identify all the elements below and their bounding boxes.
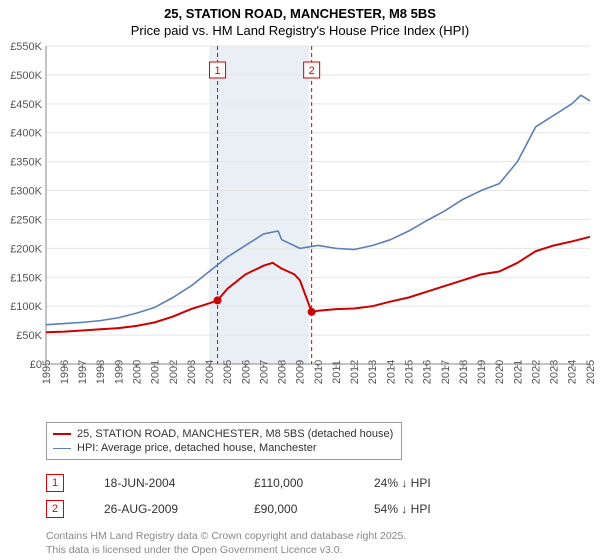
footer-line-1: Contains HM Land Registry data © Crown c…: [46, 530, 600, 544]
sale-delta-2: 54% ↓ HPI: [374, 502, 431, 516]
svg-text:1: 1: [214, 65, 220, 77]
svg-text:2006: 2006: [240, 360, 252, 384]
legend-swatch-hpi: [53, 448, 71, 449]
svg-text:£450K: £450K: [10, 99, 42, 111]
svg-text:2016: 2016: [422, 360, 434, 384]
svg-text:2017: 2017: [440, 360, 452, 384]
sales-table: 1 18-JUN-2004 £110,000 24% ↓ HPI 2 26-AU…: [46, 470, 600, 522]
legend-item-hpi: HPI: Average price, detached house, Manc…: [53, 441, 393, 455]
svg-text:1999: 1999: [113, 360, 125, 384]
svg-text:2012: 2012: [349, 360, 361, 384]
legend-label-property: 25, STATION ROAD, MANCHESTER, M8 5BS (de…: [77, 428, 393, 440]
svg-text:2018: 2018: [458, 360, 470, 384]
chart-title-address: 25, STATION ROAD, MANCHESTER, M8 5BS: [0, 6, 600, 21]
svg-text:2010: 2010: [313, 360, 325, 384]
svg-text:2001: 2001: [150, 360, 162, 384]
sale-marker-1: 1: [46, 474, 64, 492]
svg-text:£300K: £300K: [10, 186, 42, 198]
svg-text:2024: 2024: [567, 360, 579, 384]
sale-delta-1: 24% ↓ HPI: [374, 476, 431, 490]
svg-text:2007: 2007: [258, 360, 270, 384]
svg-text:2: 2: [309, 65, 315, 77]
price-chart-svg: £0£50K£100K£150K£200K£250K£300K£350K£400…: [0, 38, 600, 418]
svg-text:£400K: £400K: [10, 128, 42, 140]
svg-text:1996: 1996: [59, 360, 71, 384]
svg-text:2004: 2004: [204, 360, 216, 384]
svg-text:£100K: £100K: [10, 301, 42, 313]
sale-date-1: 18-JUN-2004: [104, 476, 214, 490]
svg-text:2000: 2000: [132, 360, 144, 384]
sale-marker-2: 2: [46, 500, 64, 518]
sale-date-2: 26-AUG-2009: [104, 502, 214, 516]
svg-text:2025: 2025: [585, 360, 597, 384]
svg-text:2008: 2008: [277, 360, 289, 384]
svg-text:£150K: £150K: [10, 272, 42, 284]
svg-text:1997: 1997: [77, 360, 89, 384]
svg-text:2003: 2003: [186, 360, 198, 384]
legend-swatch-property: [53, 433, 71, 435]
footer-line-2: This data is licensed under the Open Gov…: [46, 544, 600, 558]
svg-text:£200K: £200K: [10, 243, 42, 255]
svg-text:2009: 2009: [295, 360, 307, 384]
svg-text:2022: 2022: [530, 360, 542, 384]
legend-item-property: 25, STATION ROAD, MANCHESTER, M8 5BS (de…: [53, 427, 393, 441]
svg-text:1998: 1998: [95, 360, 107, 384]
svg-text:2002: 2002: [168, 360, 180, 384]
svg-text:2005: 2005: [222, 360, 234, 384]
svg-text:2021: 2021: [512, 360, 524, 384]
sale-price-2: £90,000: [254, 502, 334, 516]
svg-text:£350K: £350K: [10, 157, 42, 169]
chart-title-subtitle: Price paid vs. HM Land Registry's House …: [0, 23, 600, 38]
svg-text:2015: 2015: [404, 360, 416, 384]
svg-text:£250K: £250K: [10, 214, 42, 226]
chart-titles: 25, STATION ROAD, MANCHESTER, M8 5BS Pri…: [0, 0, 600, 38]
svg-text:£50K: £50K: [16, 330, 42, 342]
legend-label-hpi: HPI: Average price, detached house, Manc…: [77, 442, 317, 454]
svg-text:2014: 2014: [385, 360, 397, 384]
legend: 25, STATION ROAD, MANCHESTER, M8 5BS (de…: [46, 422, 402, 460]
svg-text:2013: 2013: [367, 360, 379, 384]
chart-area: £0£50K£100K£150K£200K£250K£300K£350K£400…: [0, 38, 600, 418]
table-row: 2 26-AUG-2009 £90,000 54% ↓ HPI: [46, 496, 600, 522]
svg-text:£550K: £550K: [10, 41, 42, 53]
svg-text:2019: 2019: [476, 360, 488, 384]
svg-text:2023: 2023: [549, 360, 561, 384]
svg-text:£500K: £500K: [10, 70, 42, 82]
table-row: 1 18-JUN-2004 £110,000 24% ↓ HPI: [46, 470, 600, 496]
svg-text:2020: 2020: [494, 360, 506, 384]
svg-text:1995: 1995: [41, 360, 53, 384]
sale-price-1: £110,000: [254, 476, 334, 490]
attribution-footer: Contains HM Land Registry data © Crown c…: [46, 530, 600, 557]
